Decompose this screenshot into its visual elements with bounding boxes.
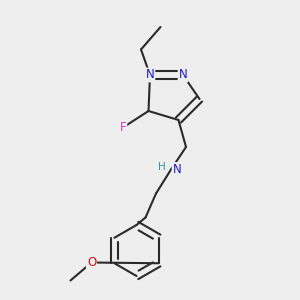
Text: N: N (146, 68, 154, 82)
Text: H: H (158, 162, 166, 172)
Text: N: N (172, 163, 182, 176)
Text: O: O (87, 256, 96, 269)
Text: N: N (178, 68, 188, 82)
Text: F: F (120, 121, 126, 134)
